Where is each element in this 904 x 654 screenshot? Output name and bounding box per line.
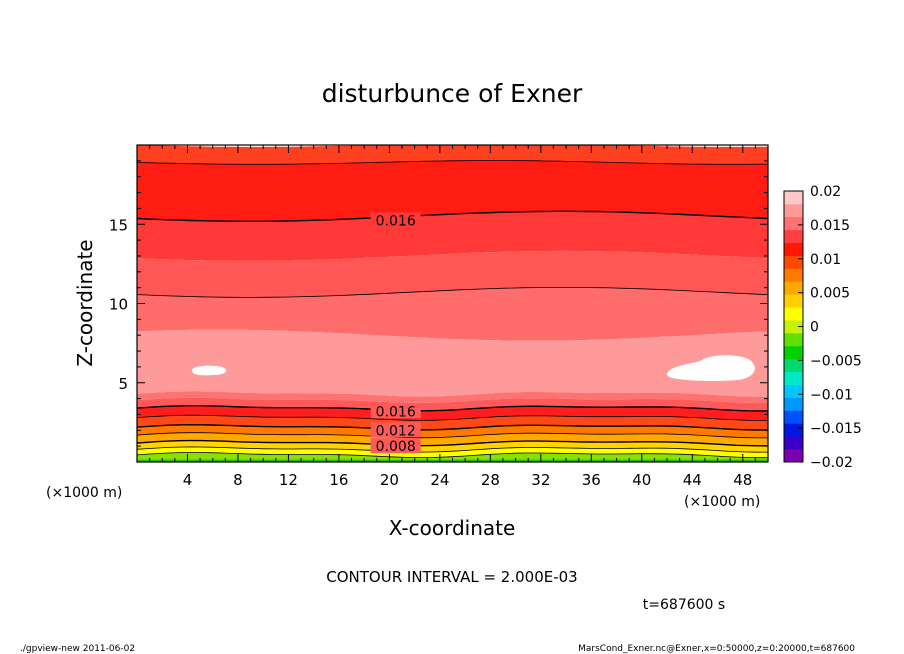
- contour-line: [137, 452, 768, 459]
- colorbar-swatch: [784, 384, 803, 398]
- colorbar-swatch: [784, 307, 803, 321]
- contour-label-bg: [370, 212, 421, 228]
- colorbar-tick-label: 0.005: [810, 286, 850, 302]
- contour-label-bg: [370, 438, 421, 454]
- contour-label-bg: [370, 422, 421, 438]
- time-label: t=687600 s: [643, 597, 725, 613]
- y-tick-label: 5: [118, 375, 128, 393]
- contour-line: [137, 432, 768, 439]
- field-band: [137, 440, 768, 453]
- colorbar-tick-label: 0.01: [810, 252, 841, 268]
- footer-right: MarsCond_Exner.nc@Exner,x=0:50000,z=0:20…: [578, 644, 855, 654]
- x-tick-label: 48: [733, 471, 752, 489]
- colorbar-tick-label: 0.02: [810, 184, 841, 200]
- x-tick-label: 8: [233, 471, 243, 489]
- colorbar-swatch: [784, 216, 803, 231]
- colorbar-swatch: [784, 268, 803, 282]
- colorbar-swatch: [784, 281, 803, 295]
- colorbar-swatch: [784, 294, 803, 308]
- field-band: [137, 211, 768, 261]
- x-tick-label: 28: [481, 471, 500, 489]
- contour-label: 0.016: [376, 213, 416, 229]
- colorbar-swatch: [784, 229, 803, 244]
- contour-line: [137, 160, 768, 165]
- contour-line: [137, 405, 768, 412]
- colorbar-tick-label: 0: [810, 320, 819, 336]
- contour-line: [137, 287, 768, 298]
- white-regions: [191, 355, 755, 382]
- x-tick-label: 20: [380, 471, 399, 489]
- field-band: [137, 145, 768, 165]
- colorbar-tick-label: −0.01: [810, 387, 853, 403]
- contour-line: [137, 439, 768, 447]
- footer-left: ./gpview-new 2011-06-02: [20, 644, 135, 654]
- x-axis-unit: (×1000 m): [684, 494, 760, 510]
- x-axis-label: X-coordinate: [389, 516, 516, 540]
- field-band: [137, 446, 768, 458]
- contour-line: [137, 414, 768, 421]
- white-region: [191, 365, 227, 376]
- colorbar-swatch: [784, 410, 803, 424]
- colorbar-swatch: [784, 320, 803, 334]
- x-tick-label: 12: [279, 471, 298, 489]
- colorbar-swatch: [784, 345, 803, 360]
- y-tick-label: 15: [109, 216, 128, 234]
- contour-lines: [137, 160, 768, 459]
- contour-label: 0.016: [376, 404, 416, 420]
- y-axis-label: Z-coordinate: [73, 239, 97, 366]
- colorbar-swatch: [784, 203, 803, 218]
- field-band: [137, 160, 768, 222]
- y-axis-unit: (×1000 m): [46, 485, 122, 501]
- colorbar-swatch: [784, 371, 803, 385]
- contour-line: [137, 210, 768, 222]
- colorbar-swatch: [784, 449, 803, 463]
- contour-label: 0.008: [376, 439, 416, 455]
- contour-interval: CONTOUR INTERVAL = 2.000E-03: [326, 568, 577, 586]
- y-axis: 5 10 15: [109, 144, 768, 463]
- colorbar-swatch: [784, 436, 803, 450]
- contour-line: [137, 446, 768, 453]
- colorbar-swatch: [784, 423, 803, 437]
- colorbar-swatch: [784, 191, 803, 205]
- x-axis: 4 8 12 16 20 24 28 32 36 40 44 48: [136, 145, 769, 489]
- field-band: [137, 250, 768, 298]
- chart-title: disturbunce of Exner: [322, 79, 583, 108]
- colorbar-tick-label: 0.015: [810, 218, 850, 234]
- x-tick-label: 4: [183, 471, 193, 489]
- field-band: [137, 405, 768, 421]
- colorbar-tick-label: −0.005: [810, 353, 862, 369]
- contour-field: [137, 145, 768, 462]
- colorbar-tick-label: −0.015: [810, 421, 862, 437]
- white-region: [666, 355, 755, 382]
- field-band: [137, 329, 768, 397]
- x-tick-label: 36: [582, 471, 601, 489]
- x-tick-label: 44: [683, 471, 702, 489]
- contour-line: [137, 423, 768, 431]
- colorbar-swatch: [784, 332, 803, 347]
- colorbar-swatch: [784, 397, 803, 411]
- colorbar-tick-label: −0.02: [810, 455, 853, 471]
- colorbar-swatch: [784, 255, 803, 269]
- x-tick-label: 24: [430, 471, 449, 489]
- contour-label: 0.012: [376, 423, 416, 439]
- x-tick-label: 16: [329, 471, 348, 489]
- y-tick-label: 10: [109, 296, 128, 314]
- x-tick-label: 32: [531, 471, 550, 489]
- colorbar-swatch: [784, 358, 803, 373]
- colorbar-swatch: [784, 242, 803, 256]
- field-band: [137, 287, 768, 341]
- contour-label-bg: [370, 403, 421, 419]
- x-tick-label: 40: [632, 471, 651, 489]
- field-band: [137, 391, 768, 403]
- colorbar: 0.02 0.015 0.01 0.005 0 −0.005 −0.01 −0.015 −0.0…: [783, 184, 862, 471]
